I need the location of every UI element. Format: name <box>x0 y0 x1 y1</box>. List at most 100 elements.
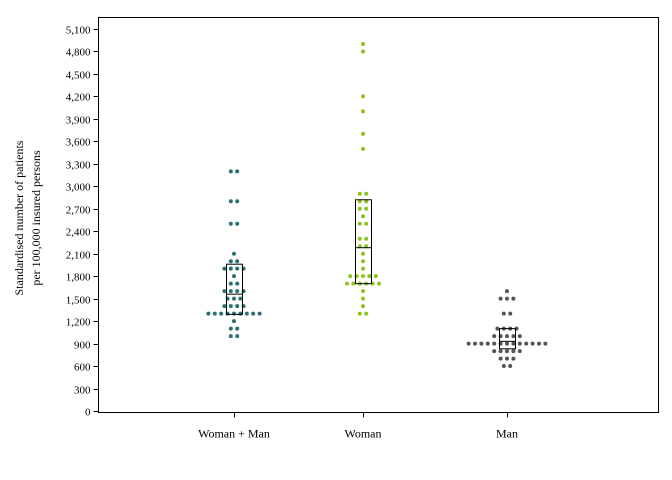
data-point <box>232 319 236 324</box>
data-point <box>257 311 262 316</box>
data-point <box>364 206 369 211</box>
data-point <box>492 349 497 354</box>
data-point <box>361 259 365 264</box>
y-axis: 0 300 600 900 1,200 1,500 1,800 2,100 2,400 2,700… <box>66 25 99 419</box>
data-point <box>373 274 378 279</box>
data-point <box>364 221 369 226</box>
data-point <box>235 199 240 204</box>
y-tick-label: 1,500 <box>66 295 91 307</box>
data-point <box>228 326 233 331</box>
series-group <box>466 289 548 369</box>
y-tick-label: 300 <box>74 385 91 397</box>
data-point <box>524 341 529 346</box>
data-point <box>228 169 233 174</box>
data-point <box>357 206 362 211</box>
data-point <box>348 274 353 279</box>
data-point <box>492 334 497 339</box>
data-point <box>228 281 233 286</box>
data-point <box>501 364 506 369</box>
data-point <box>511 356 516 361</box>
data-point <box>361 109 365 114</box>
data-point <box>361 289 365 294</box>
iqr-box <box>226 263 243 315</box>
data-point <box>228 304 233 309</box>
y-tick-label: 900 <box>74 340 91 352</box>
data-point <box>473 341 477 346</box>
y-tick-label: 2,400 <box>66 227 91 239</box>
y-tick-label: 1,200 <box>66 317 91 329</box>
data-point <box>364 191 369 196</box>
data-marks <box>206 41 548 369</box>
data-point <box>222 304 227 309</box>
y-tick-label: 4,200 <box>66 92 91 104</box>
data-point <box>498 356 503 361</box>
data-point <box>511 349 516 354</box>
data-point <box>485 341 490 346</box>
data-point <box>235 266 240 271</box>
x-category-label: Woman <box>344 427 381 441</box>
y-tick-label: 3,900 <box>66 115 91 127</box>
data-point <box>235 169 240 174</box>
data-point <box>228 289 233 294</box>
data-point <box>219 311 224 316</box>
data-point <box>361 41 365 46</box>
data-point <box>361 94 365 99</box>
y-axis-title-line-2: per 100,000 insured persons <box>29 150 43 286</box>
iqr-box <box>499 328 516 350</box>
data-point <box>361 214 365 219</box>
data-point <box>345 281 349 286</box>
data-point <box>505 289 509 294</box>
data-point <box>495 326 500 331</box>
data-point <box>235 326 240 331</box>
data-point <box>498 296 503 301</box>
data-point <box>251 311 256 316</box>
data-point <box>367 274 372 279</box>
data-point <box>212 311 217 316</box>
data-point <box>498 349 503 354</box>
plot-frame <box>98 17 659 413</box>
data-point <box>501 311 506 316</box>
y-tick-label: 4,800 <box>66 47 91 59</box>
data-point <box>361 49 365 54</box>
data-point <box>361 251 365 256</box>
y-tick-label: 5,100 <box>66 25 91 37</box>
data-point <box>543 341 548 346</box>
data-point <box>206 311 211 316</box>
data-point <box>228 221 233 226</box>
data-point <box>466 341 471 346</box>
data-point <box>235 221 240 226</box>
data-point <box>232 274 236 279</box>
data-point <box>357 311 362 316</box>
data-point <box>244 311 249 316</box>
data-point <box>505 334 509 339</box>
data-point <box>511 334 516 339</box>
data-point <box>361 266 365 271</box>
data-point <box>364 311 369 316</box>
y-axis-title-line-1: Standardised number of patients <box>12 140 26 295</box>
series-group <box>345 41 381 316</box>
data-point <box>361 131 365 136</box>
y-tick-label: 3,000 <box>66 182 91 194</box>
data-point <box>357 236 362 241</box>
x-category-label: Woman + Man <box>198 427 270 441</box>
data-point <box>517 334 522 339</box>
data-point <box>235 334 240 339</box>
data-point <box>361 146 365 151</box>
y-tick-label: 600 <box>74 362 91 374</box>
data-point <box>377 281 381 286</box>
data-point <box>479 341 484 346</box>
data-point <box>228 259 233 264</box>
data-point <box>530 341 535 346</box>
data-point <box>511 341 516 346</box>
data-point <box>232 296 236 301</box>
data-point <box>505 341 509 346</box>
data-point <box>222 289 227 294</box>
data-point <box>238 296 243 301</box>
data-point <box>238 311 243 316</box>
data-point <box>505 349 509 354</box>
data-point <box>511 296 516 301</box>
data-point <box>235 304 240 309</box>
data-point <box>228 334 233 339</box>
data-point <box>517 341 522 346</box>
